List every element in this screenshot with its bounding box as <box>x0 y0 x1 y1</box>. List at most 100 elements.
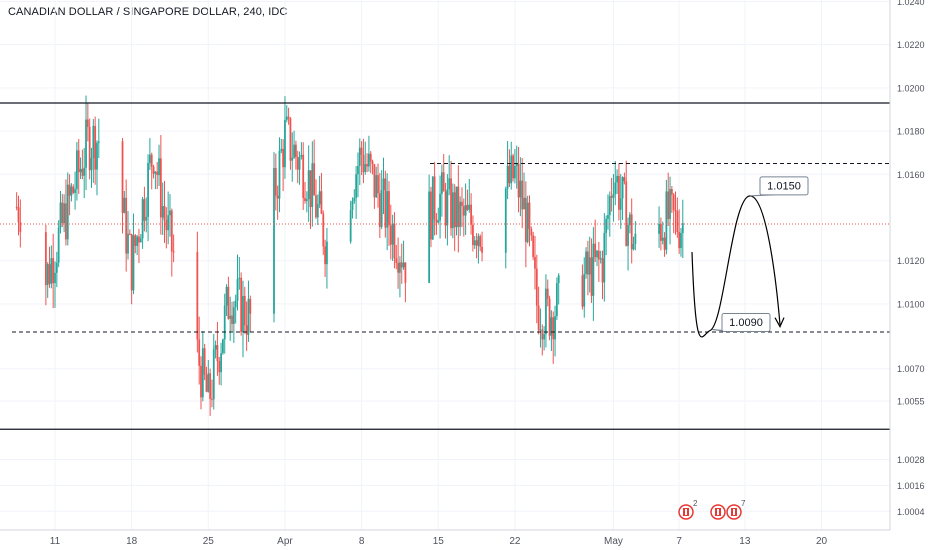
time-tick-label: 13 <box>739 536 751 547</box>
candle-body <box>289 118 292 161</box>
time-tick-label: Apr <box>277 536 293 547</box>
candle-body <box>63 203 66 224</box>
candle-body <box>605 218 608 233</box>
candle-body <box>172 251 175 253</box>
candle-body <box>517 164 520 198</box>
candle-body <box>554 316 556 340</box>
candle-body <box>52 258 55 284</box>
candle-body <box>234 300 237 308</box>
candle-body <box>232 307 235 324</box>
candle-body <box>127 233 129 254</box>
candle-body <box>672 194 675 211</box>
candle-body <box>291 157 294 161</box>
candle-body <box>273 167 275 314</box>
candle-body <box>214 345 217 350</box>
candle-body <box>309 170 312 208</box>
callout-label: 1.0150 <box>767 180 801 192</box>
time-axis: 11 18 25 Apr 8 15 22 May 7 13 20 <box>0 529 890 547</box>
candle-body <box>464 205 467 216</box>
candle-body <box>523 197 525 210</box>
candle-body <box>524 197 527 242</box>
candle-body <box>534 256 536 269</box>
candle-body <box>619 198 622 210</box>
candle-body <box>143 199 146 221</box>
candle-body <box>395 258 398 263</box>
candle-body <box>462 206 465 216</box>
candle-body <box>77 150 80 173</box>
candle-body <box>614 182 617 195</box>
candle-body <box>466 205 469 210</box>
candle-body <box>276 195 279 199</box>
candle-body <box>278 150 281 199</box>
candle-body <box>428 191 431 283</box>
candle-body <box>399 262 401 273</box>
candle-body <box>616 175 618 183</box>
candle-body <box>282 148 285 168</box>
candle-body <box>229 315 232 319</box>
candle-body <box>382 178 385 191</box>
candle-body <box>357 165 359 175</box>
candle-body <box>54 272 56 284</box>
candle-body <box>451 192 454 229</box>
candle-body <box>46 264 49 286</box>
candle-body <box>667 191 670 219</box>
candle-body <box>61 202 64 224</box>
candle-body <box>318 191 321 205</box>
candle-body <box>481 246 483 253</box>
candle-body <box>430 191 432 240</box>
candle-body <box>245 325 248 335</box>
candle-body <box>468 204 471 210</box>
candle-body <box>15 206 18 208</box>
candle-body <box>55 262 58 273</box>
candle-body <box>371 161 374 165</box>
candle-body <box>450 178 452 229</box>
candle-body <box>136 236 139 246</box>
candle-body <box>207 373 210 392</box>
candle-body <box>150 154 153 167</box>
candle-body <box>550 317 553 336</box>
time-tick-label: 15 <box>433 536 445 547</box>
candle-body <box>618 175 620 210</box>
candle-body <box>670 189 673 195</box>
candle-body <box>70 186 73 196</box>
price-tick-label: 1.0220 <box>897 40 925 50</box>
candle-body <box>446 189 449 226</box>
candle-body <box>623 177 626 182</box>
candle-body <box>280 148 283 151</box>
candle-body <box>678 231 681 249</box>
candle-body <box>158 158 160 176</box>
candle-body <box>161 206 164 218</box>
candle-body <box>44 232 47 286</box>
candle-body <box>594 243 597 258</box>
projection-path <box>691 195 781 338</box>
canada-flag-icon <box>710 504 726 520</box>
candle-body <box>223 305 226 340</box>
candle-body <box>592 243 595 296</box>
candle-body <box>205 374 208 392</box>
candle-body <box>504 188 507 253</box>
candle-body <box>305 199 308 202</box>
candle-body <box>209 373 212 399</box>
candle-body <box>364 164 367 172</box>
candle-body <box>603 232 606 283</box>
candle-body <box>247 298 250 335</box>
candle-body <box>138 236 140 243</box>
candle-body <box>353 197 356 202</box>
candle-body <box>545 288 547 335</box>
price-tick-label: 1.0200 <box>897 83 925 93</box>
price-tick-label: 1.0120 <box>897 256 925 266</box>
event-count-label: 2 <box>693 499 698 508</box>
candle-body <box>680 233 682 249</box>
candle-body <box>585 251 587 274</box>
candle-body <box>355 174 358 198</box>
candle-body <box>388 191 390 226</box>
time-tick-label: May <box>604 536 623 547</box>
candle-body <box>375 175 378 198</box>
candle-body <box>397 262 399 273</box>
candle-body <box>608 196 611 216</box>
canada-flag-icon <box>726 504 742 520</box>
candle-body <box>535 268 538 306</box>
candle-body <box>391 223 394 245</box>
callout-box <box>721 313 771 333</box>
